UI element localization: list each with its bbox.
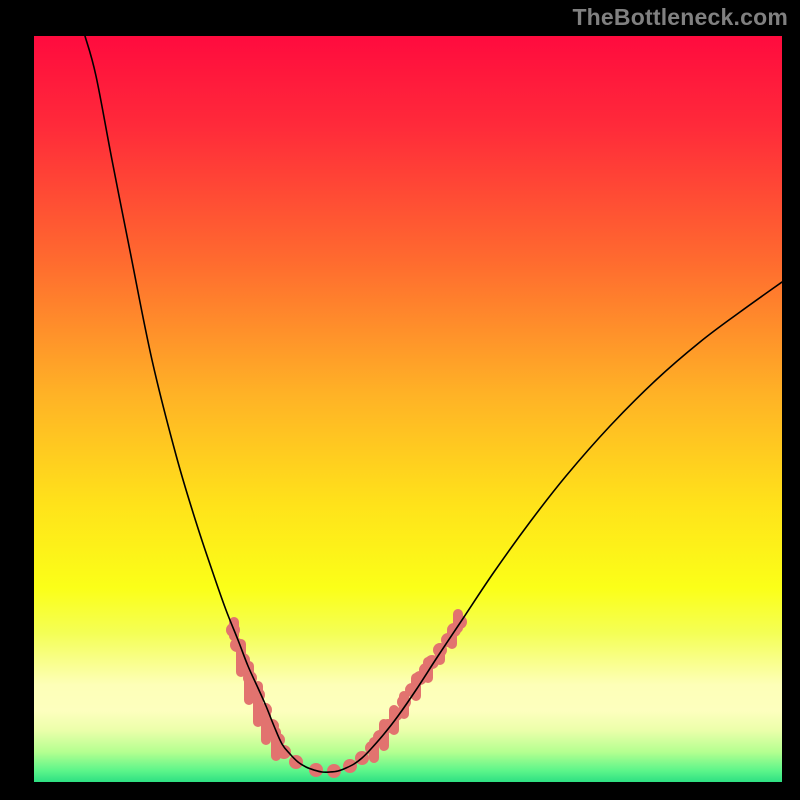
chart-svg: [0, 0, 800, 800]
watermark-label: TheBottleneck.com: [572, 4, 788, 31]
plot-background: [34, 36, 782, 782]
chart-stage: TheBottleneck.com: [0, 0, 800, 800]
